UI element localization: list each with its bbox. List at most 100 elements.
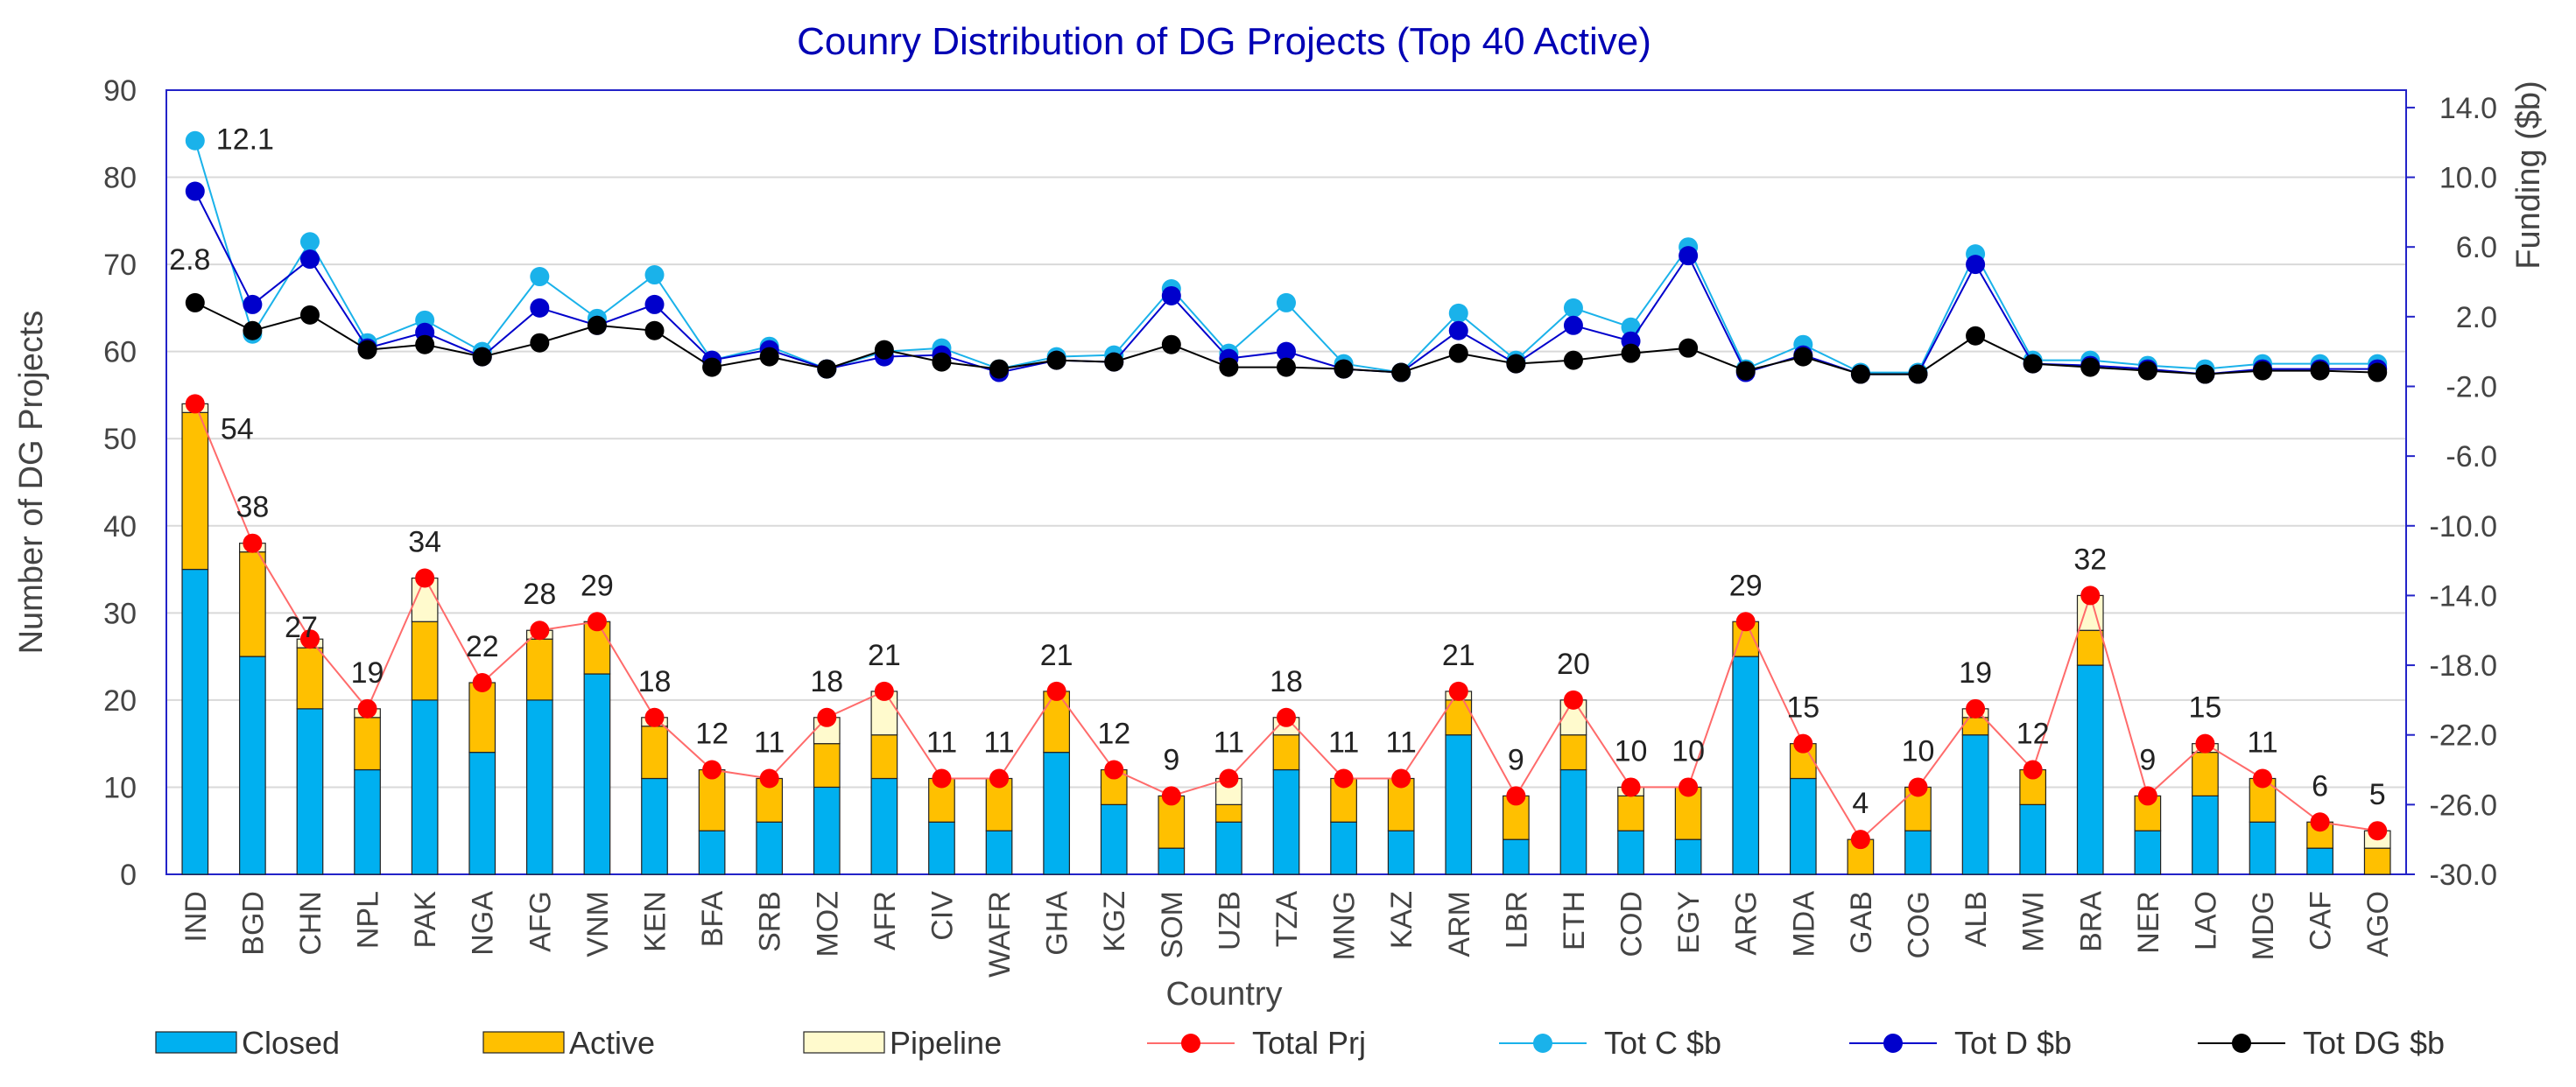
point-tot-dg-b — [1161, 334, 1181, 354]
total-label: 18 — [810, 665, 843, 698]
point-tot-c-b — [1277, 292, 1296, 312]
point-total-prj — [357, 698, 377, 719]
point-total-prj — [1448, 681, 1468, 701]
total-label: 11 — [983, 726, 1014, 759]
total-label: 21 — [868, 639, 901, 672]
total-label: 21 — [1442, 639, 1475, 672]
point-total-prj — [1506, 786, 1526, 806]
legend-marker-tot-c-b — [1533, 1034, 1552, 1053]
point-tot-dg-b — [874, 340, 894, 360]
point-tot-dg-b — [530, 333, 550, 353]
point-total-prj — [2080, 586, 2101, 606]
total-label: 19 — [1959, 656, 1992, 690]
bar-closed — [1961, 734, 1989, 875]
point-tot-dg-b — [2195, 364, 2215, 384]
point-tot-dg-b — [2368, 362, 2388, 382]
point-tot-c-b — [185, 130, 205, 151]
bar-active — [296, 647, 324, 710]
bar-active — [2076, 629, 2104, 666]
x-tick-label: IND — [179, 891, 213, 943]
total-label: 15 — [1786, 691, 1819, 725]
bar-series — [181, 403, 2391, 875]
point-total-prj — [1621, 777, 1641, 797]
point-total-prj — [185, 394, 205, 414]
point-total-prj — [1219, 768, 1239, 789]
total-label: 28 — [523, 578, 556, 611]
y2-tick-label: -6.0 — [2446, 440, 2497, 473]
x-tick-label: AFR — [869, 891, 902, 950]
point-tot-dg-b — [1621, 343, 1641, 363]
total-label: 12 — [1097, 718, 1130, 751]
bar-closed — [1445, 734, 1473, 875]
total-label: 5 — [2369, 778, 2386, 811]
point-tot-dg-b — [1563, 350, 1583, 370]
x-tick-label: LBR — [1500, 891, 1533, 949]
right-axis: -30.0 -26.0 -22.0 -18.0 -14.0 -10.0 -6.0 -2.0 2.… — [2406, 92, 2497, 892]
x-tick-label: SOM — [1156, 891, 1189, 958]
legend-swatch-pipeline — [803, 1031, 885, 1054]
bar-closed — [2134, 830, 2162, 875]
x-tick-label: SRB — [754, 891, 787, 952]
point-tot-dg-b — [1391, 362, 1411, 382]
bar-active — [641, 726, 668, 780]
point-total-prj — [1104, 760, 1124, 780]
bar-active — [411, 621, 439, 701]
point-tot-dg-b — [1735, 361, 1756, 381]
bar-closed — [2019, 803, 2047, 875]
bar-closed — [1330, 821, 1357, 875]
x-tick-label: WAFR — [983, 891, 1017, 978]
point-total-prj — [1793, 733, 1813, 754]
x-tick-label: BFA — [696, 891, 729, 948]
legend-marker-total-prj — [1181, 1034, 1200, 1053]
x-tick-label: MNG — [1328, 891, 1362, 960]
x-axis-ticks: IND BGD CHN NPL PAK NGA AFG VNM KEN BFA SRB MOZ AFR C… — [179, 891, 2395, 978]
point-total-prj — [1850, 830, 1870, 850]
y2-tick-label: -26.0 — [2430, 789, 2498, 822]
point-total-prj — [1679, 777, 1699, 797]
bar-active — [1215, 803, 1242, 823]
point-total-prj — [2253, 768, 2273, 789]
legend-swatch-closed — [155, 1031, 237, 1054]
point-tot-c-b — [299, 232, 320, 252]
bar-active — [698, 768, 726, 831]
point-tot-c-b — [530, 267, 550, 287]
bar-closed — [468, 752, 496, 875]
point-tot-d-b — [1679, 246, 1699, 266]
x-tick-label: TZA — [1270, 891, 1304, 948]
point-total-prj — [989, 768, 1010, 789]
point-tot-dg-b — [1277, 357, 1296, 377]
x-tick-label: VNM — [581, 891, 615, 957]
bar-closed — [583, 673, 611, 875]
legend-label-total-prj: Total Prj — [1252, 1025, 1366, 1061]
point-tot-d-b — [1563, 315, 1583, 335]
y-tick-label: 60 — [103, 336, 137, 369]
point-tot-dg-b — [472, 347, 492, 367]
point-tot-dg-b — [1679, 338, 1699, 358]
total-label: 11 — [754, 726, 785, 759]
x-tick-label: MOZ — [811, 891, 844, 957]
bar-closed — [985, 830, 1013, 875]
total-label: 12 — [2016, 718, 2050, 751]
point-total-prj — [1334, 768, 1354, 789]
point-tot-dg-b — [1046, 350, 1066, 370]
point-total-prj — [759, 768, 779, 789]
legend-label-active: Active — [569, 1025, 655, 1061]
y-tick-label: 50 — [103, 423, 137, 456]
point-tot-dg-b — [185, 292, 205, 312]
x-tick-label: NER — [2132, 891, 2165, 954]
y-tick-label: 0 — [120, 859, 137, 892]
point-total-prj — [817, 707, 837, 727]
x-tick-label: BRA — [2074, 891, 2108, 952]
total-label: 4 — [1852, 787, 1869, 820]
x-tick-label: AFG — [524, 891, 557, 952]
point-tot-dg-b — [644, 320, 665, 340]
bar-active — [813, 743, 841, 789]
x-tick-label: CAF — [2305, 891, 2338, 950]
point-total-prj — [415, 568, 435, 588]
y-tick-label: 80 — [103, 162, 137, 195]
bar-closed — [1674, 838, 1702, 875]
total-label: 9 — [1508, 743, 1524, 776]
x-tick-label: CIV — [926, 891, 959, 941]
bar-active — [239, 551, 266, 657]
